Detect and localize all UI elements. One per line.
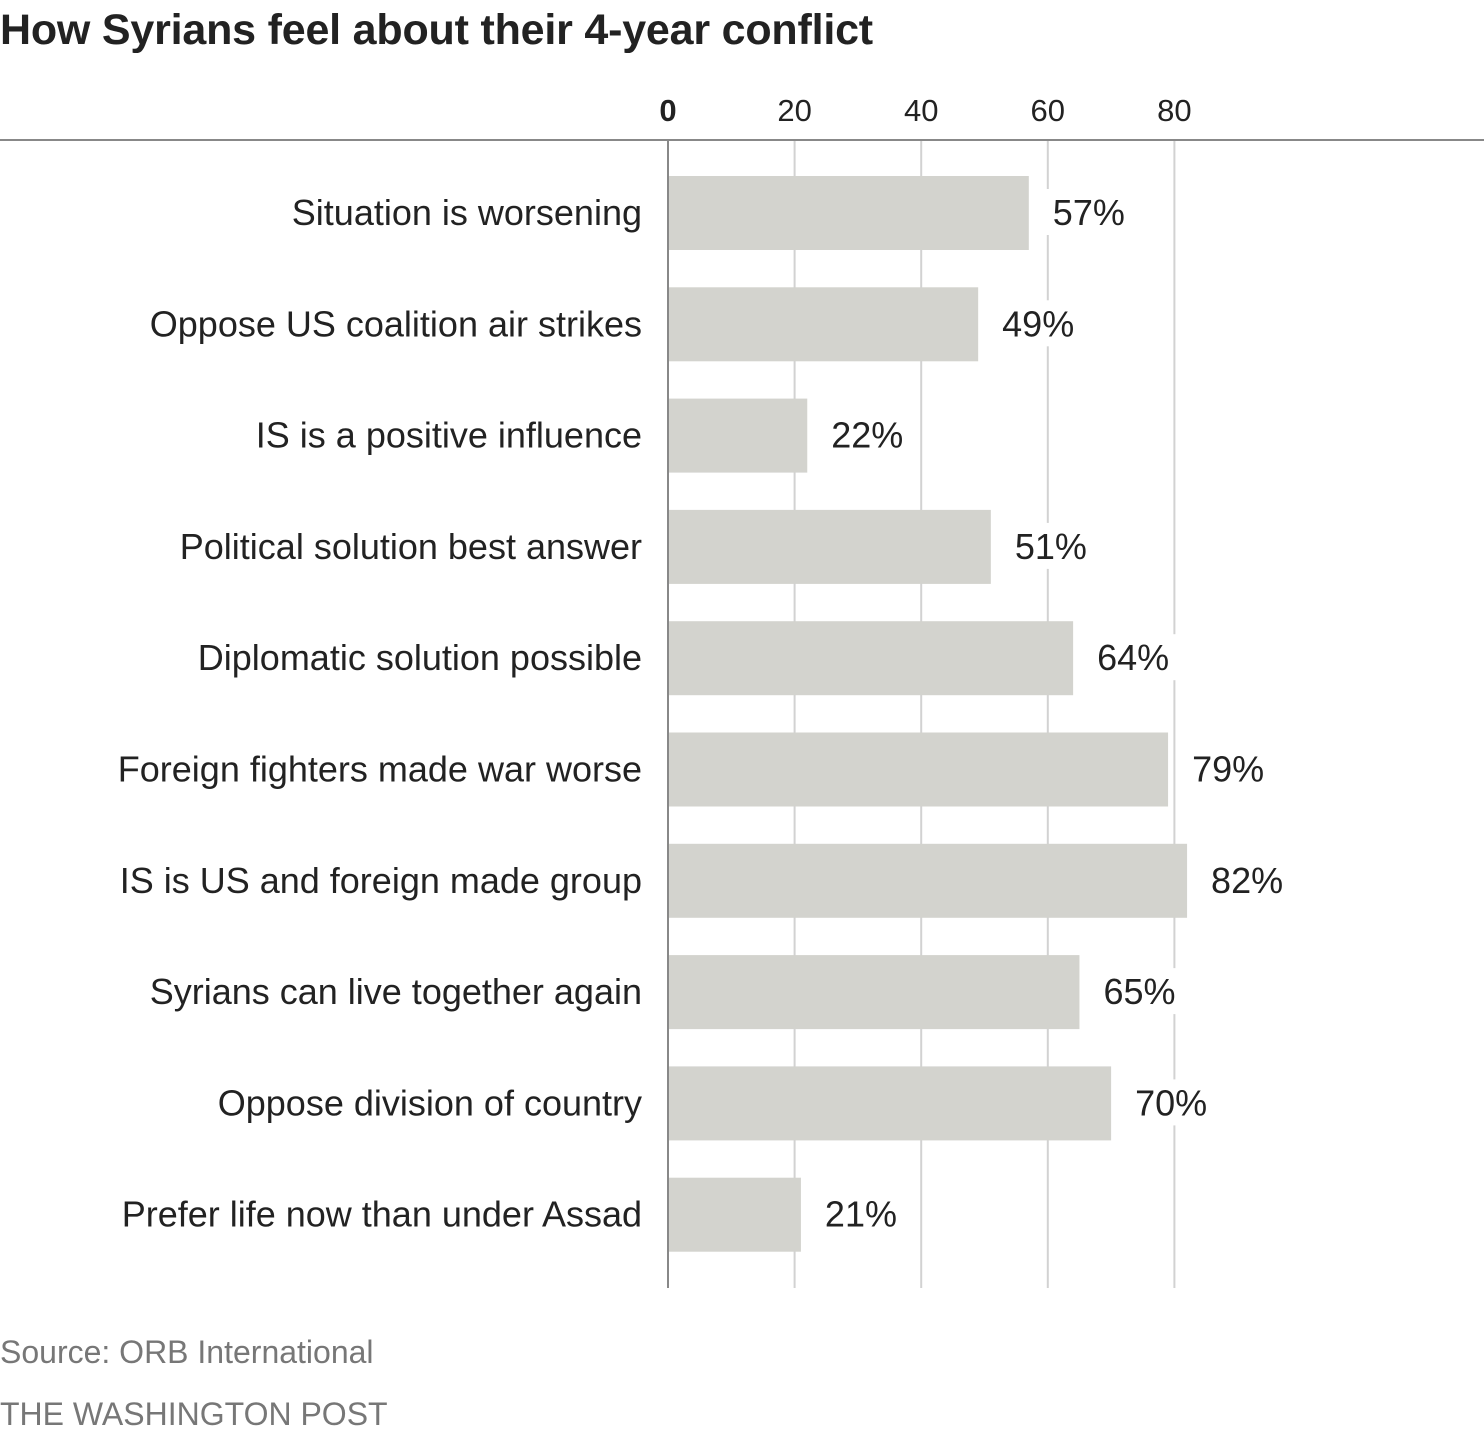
value-label-4: 51%: [1015, 526, 1087, 567]
value-label-1: 57%: [1053, 192, 1125, 233]
chart-title: How Syrians feel about their 4-year conf…: [0, 6, 873, 54]
value-label-9: 70%: [1135, 1082, 1207, 1123]
category-label-8: Syrians can live together again: [150, 971, 642, 1012]
value-label-bg-9: [1127, 1079, 1216, 1126]
bars: [668, 176, 1188, 1252]
value-label-bg-4: [1006, 522, 1095, 569]
bar-7: [668, 843, 1188, 918]
bar-3: [668, 398, 808, 473]
bar-8: [668, 955, 1080, 1030]
tick-label-80: 80: [1157, 93, 1191, 128]
publisher-credit: THE WASHINGTON POST: [0, 1396, 388, 1432]
value-label-bg-8: [1095, 968, 1184, 1015]
bar-5: [668, 621, 1074, 696]
value-label-bg-2: [994, 300, 1083, 347]
source-note: Source: ORB International: [0, 1334, 374, 1370]
bar-4: [668, 509, 991, 584]
category-label-7: IS is US and foreign made group: [120, 860, 642, 901]
x-axis-ticks: 0 20 40 60 80: [659, 93, 1191, 128]
value-label-8: 65%: [1103, 971, 1175, 1012]
category-label-6: Foreign fighters made war worse: [118, 749, 642, 790]
tick-label-20: 20: [777, 93, 811, 128]
bar-2: [668, 287, 979, 362]
category-label-2: Oppose US coalition air strikes: [150, 303, 642, 344]
category-label-1: Situation is worsening: [292, 192, 642, 233]
value-label-bg-3: [823, 411, 912, 458]
category-label-5: Diplomatic solution possible: [198, 637, 642, 678]
category-label-4: Political solution best answer: [180, 526, 642, 567]
value-label-7: 82%: [1211, 860, 1283, 901]
value-label-bg-10: [816, 1190, 905, 1237]
axes: [0, 139, 1484, 1288]
category-labels: Situation is worsening Oppose US coalitio…: [118, 192, 642, 1235]
category-label-9: Oppose division of country: [218, 1082, 642, 1123]
value-label-10: 21%: [825, 1194, 897, 1235]
value-label-3: 22%: [831, 415, 903, 456]
category-label-3: IS is a positive influence: [256, 415, 642, 456]
category-label-10: Prefer life now than under Assad: [122, 1194, 642, 1235]
value-label-bg-7: [1203, 856, 1292, 903]
bar-9: [668, 1066, 1112, 1141]
value-label-bg-6: [1184, 745, 1273, 792]
bar-10: [668, 1177, 801, 1252]
bar-6: [668, 732, 1169, 807]
value-label-bg-5: [1089, 634, 1178, 681]
value-labels: 57% 49% 22% 51% 64% 79% 82% 65% 70% 21%: [816, 189, 1292, 1237]
bar-1: [668, 176, 1029, 250]
tick-label-40: 40: [904, 93, 938, 128]
value-label-bg-1: [1044, 189, 1133, 235]
tick-label-0: 0: [659, 93, 676, 128]
value-label-5: 64%: [1097, 637, 1169, 678]
value-label-6: 79%: [1192, 749, 1264, 790]
value-label-2: 49%: [1002, 303, 1074, 344]
bar-chart: 0 20 40 60 80 Situation is worsening Oppose U…: [0, 93, 1484, 1288]
tick-label-60: 60: [1031, 93, 1065, 128]
